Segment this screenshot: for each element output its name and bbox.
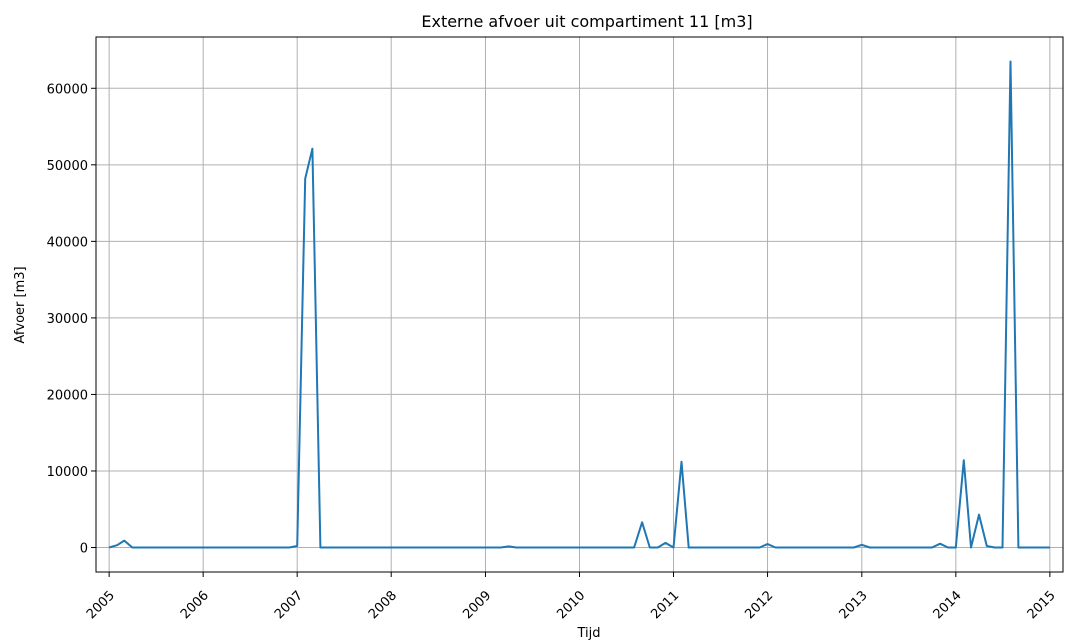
x-tick-label: 2013 bbox=[837, 588, 871, 622]
y-tick-label: 10000 bbox=[47, 465, 88, 480]
x-tick-label: 2014 bbox=[931, 588, 965, 622]
x-axis-label: Tijd bbox=[576, 626, 600, 641]
chart-title: Externe afvoer uit compartiment 11 [m3] bbox=[421, 12, 752, 31]
x-tick-label: 2006 bbox=[178, 588, 212, 622]
x-tick-label: 2005 bbox=[84, 588, 118, 622]
grid bbox=[96, 37, 1063, 572]
x-axis: 2005 2006 2007 2008 2009 2010 2011 2012 2013 2014… bbox=[84, 572, 1059, 622]
y-tick-label: 50000 bbox=[47, 159, 88, 174]
y-tick-label: 0 bbox=[80, 542, 88, 557]
plot-area bbox=[108, 60, 1050, 549]
y-tick-label: 20000 bbox=[47, 388, 88, 403]
x-tick-label: 2008 bbox=[366, 588, 400, 622]
y-tick-label: 40000 bbox=[47, 235, 88, 250]
y-axis-label: Afvoer [m3] bbox=[13, 266, 28, 343]
y-axis: 0 10000 20000 30000 40000 50000 60000 bbox=[47, 82, 96, 557]
x-tick-label: 2015 bbox=[1025, 588, 1059, 622]
x-tick-label: 2009 bbox=[460, 588, 494, 622]
x-tick-label: 2010 bbox=[554, 588, 588, 622]
x-tick-label: 2007 bbox=[272, 588, 306, 622]
x-tick-label: 2011 bbox=[648, 588, 682, 622]
y-tick-label: 30000 bbox=[47, 312, 88, 327]
x-tick-label: 2012 bbox=[742, 588, 776, 622]
series-line bbox=[108, 60, 1050, 549]
y-tick-label: 60000 bbox=[47, 82, 88, 97]
